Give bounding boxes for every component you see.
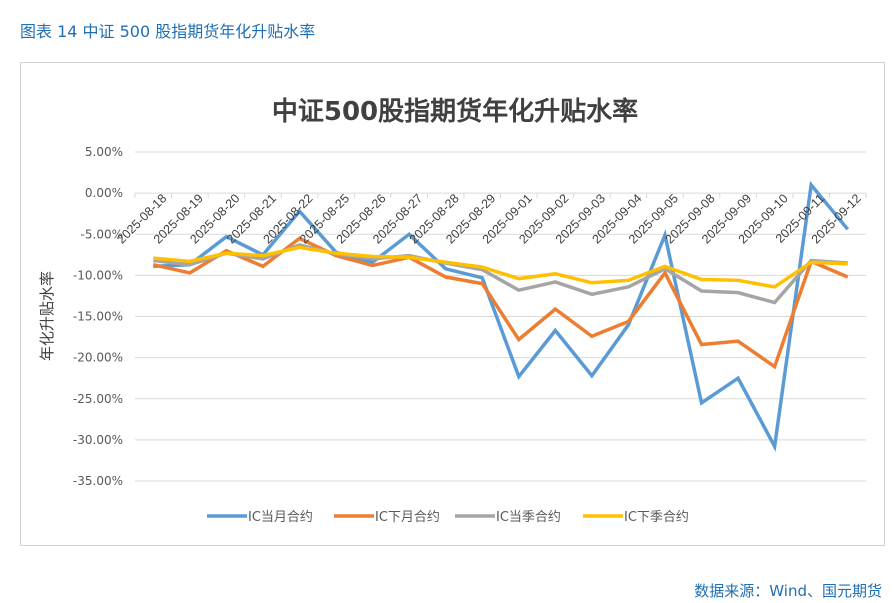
- chart-title: 中证500股指期货年化升贴水率: [272, 96, 638, 127]
- series-line-IC当季合约: [153, 243, 848, 305]
- figure-title: 图表 14 中证 500 股指期货年化升贴水率: [20, 22, 316, 41]
- y-tick-label: -20.00%: [73, 351, 123, 365]
- series-line-IC下季合约: [153, 245, 848, 289]
- chart-frame: [20, 62, 885, 546]
- y-tick-label: -10.00%: [73, 268, 123, 282]
- y-tick-label: -15.00%: [73, 310, 123, 324]
- y-tick-label: 0.00%: [85, 186, 123, 200]
- y-tick-label: -5.00%: [81, 227, 123, 241]
- y-tick-label: -35.00%: [73, 474, 123, 488]
- series-line-IC当月合约: [153, 180, 850, 453]
- y-axis-label: 年化升贴水率: [38, 271, 56, 361]
- y-tick-label: -30.00%: [73, 433, 123, 447]
- y-tick-label: 5.00%: [85, 145, 123, 159]
- series-line-IC下月合约: [152, 236, 849, 370]
- legend-label: IC当月合约: [248, 510, 313, 525]
- legend-label: IC下季合约: [624, 510, 689, 525]
- legend-label: IC当季合约: [496, 510, 561, 525]
- source-note: 数据来源：Wind、国元期货: [694, 582, 882, 600]
- legend-label: IC下月合约: [375, 510, 440, 525]
- y-tick-label: -25.00%: [73, 392, 123, 406]
